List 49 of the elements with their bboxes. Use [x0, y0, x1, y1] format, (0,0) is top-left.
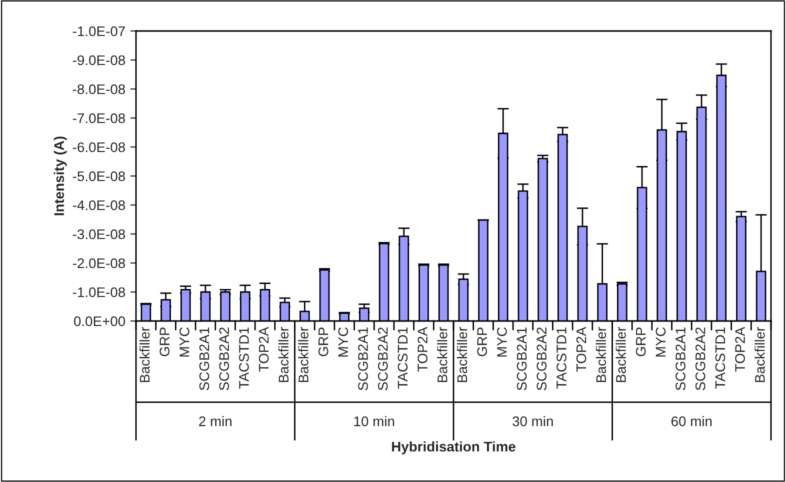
x-tick-label: GRP: [477, 328, 487, 356]
x-tick-label: TACSTD1: [239, 327, 249, 389]
x-tick-label: SCGB2A2: [219, 327, 230, 390]
x-tick-label: SCGB2A1: [199, 327, 210, 390]
y-tick-label: 0.0E+00: [74, 316, 126, 326]
x-tick-label: MYC: [180, 327, 190, 357]
y-tick-label: -2.0E-08: [72, 258, 125, 268]
x-tick-label: TOP2A: [418, 326, 428, 372]
x-tick-label: SCGB2A2: [536, 327, 547, 390]
x-tick-label: TOP2A: [576, 326, 586, 372]
x-tick-label: TACSTD1: [556, 327, 566, 389]
text: 60 min: [671, 416, 712, 426]
x-axis-title: Hybridisation Time: [392, 441, 516, 454]
x-tick-label: Backfiller: [298, 327, 308, 382]
y-tick-label: -5.0E-08: [72, 171, 125, 182]
x-tick-label: Backfiller: [754, 327, 765, 382]
x-tick-label: Backfiller: [596, 327, 606, 382]
text: 30 min: [512, 416, 553, 426]
x-tick-label: Backfiller: [616, 327, 626, 382]
x-tick-label: SCGB2A2: [378, 327, 388, 390]
y-tick-label: -8.0E-08: [72, 84, 125, 94]
x-tick-label: SCGB2A1: [358, 327, 368, 390]
x-tick-label: SCGB2A1: [516, 327, 527, 390]
x-tick-label: MYC: [497, 327, 507, 357]
y-tick-label: -1.0E-07: [72, 26, 125, 36]
y-tick-label: -1.0E-08: [72, 287, 125, 298]
x-tick-label: TACSTD1: [715, 327, 726, 389]
y-tick-label: -6.0E-08: [72, 142, 125, 152]
text: 10 min: [354, 416, 394, 426]
x-tick-label: GRP: [318, 328, 328, 356]
y-tick-label: -7.0E-08: [72, 113, 125, 124]
x-tick-label: Backfiller: [456, 327, 468, 382]
x-tick-label: SCGB2A2: [695, 327, 706, 390]
x-tick-label: TACSTD1: [398, 327, 408, 389]
y-tick-label: -3.0E-08: [72, 229, 125, 240]
x-tick-label: GRP: [636, 328, 646, 356]
x-tick-label: TOP2A: [735, 326, 745, 372]
x-tick-label: Backfiller: [139, 327, 150, 382]
x-tick-label: SCGB2A1: [676, 327, 686, 390]
y-axis-title: Intensity (A): [54, 136, 67, 216]
text: 2 min: [199, 416, 232, 426]
x-tick-label: TOP2A: [258, 326, 269, 372]
x-tick-label: GRP: [160, 328, 170, 356]
y-tick-label: -4.0E-08: [72, 200, 125, 210]
x-tick-label: MYC: [338, 327, 348, 357]
x-tick-label: Backfiller: [437, 327, 448, 382]
x-tick-label: MYC: [656, 327, 666, 357]
x-tick-label: Backfiller: [278, 327, 289, 382]
y-tick-label: -9.0E-08: [72, 55, 125, 66]
